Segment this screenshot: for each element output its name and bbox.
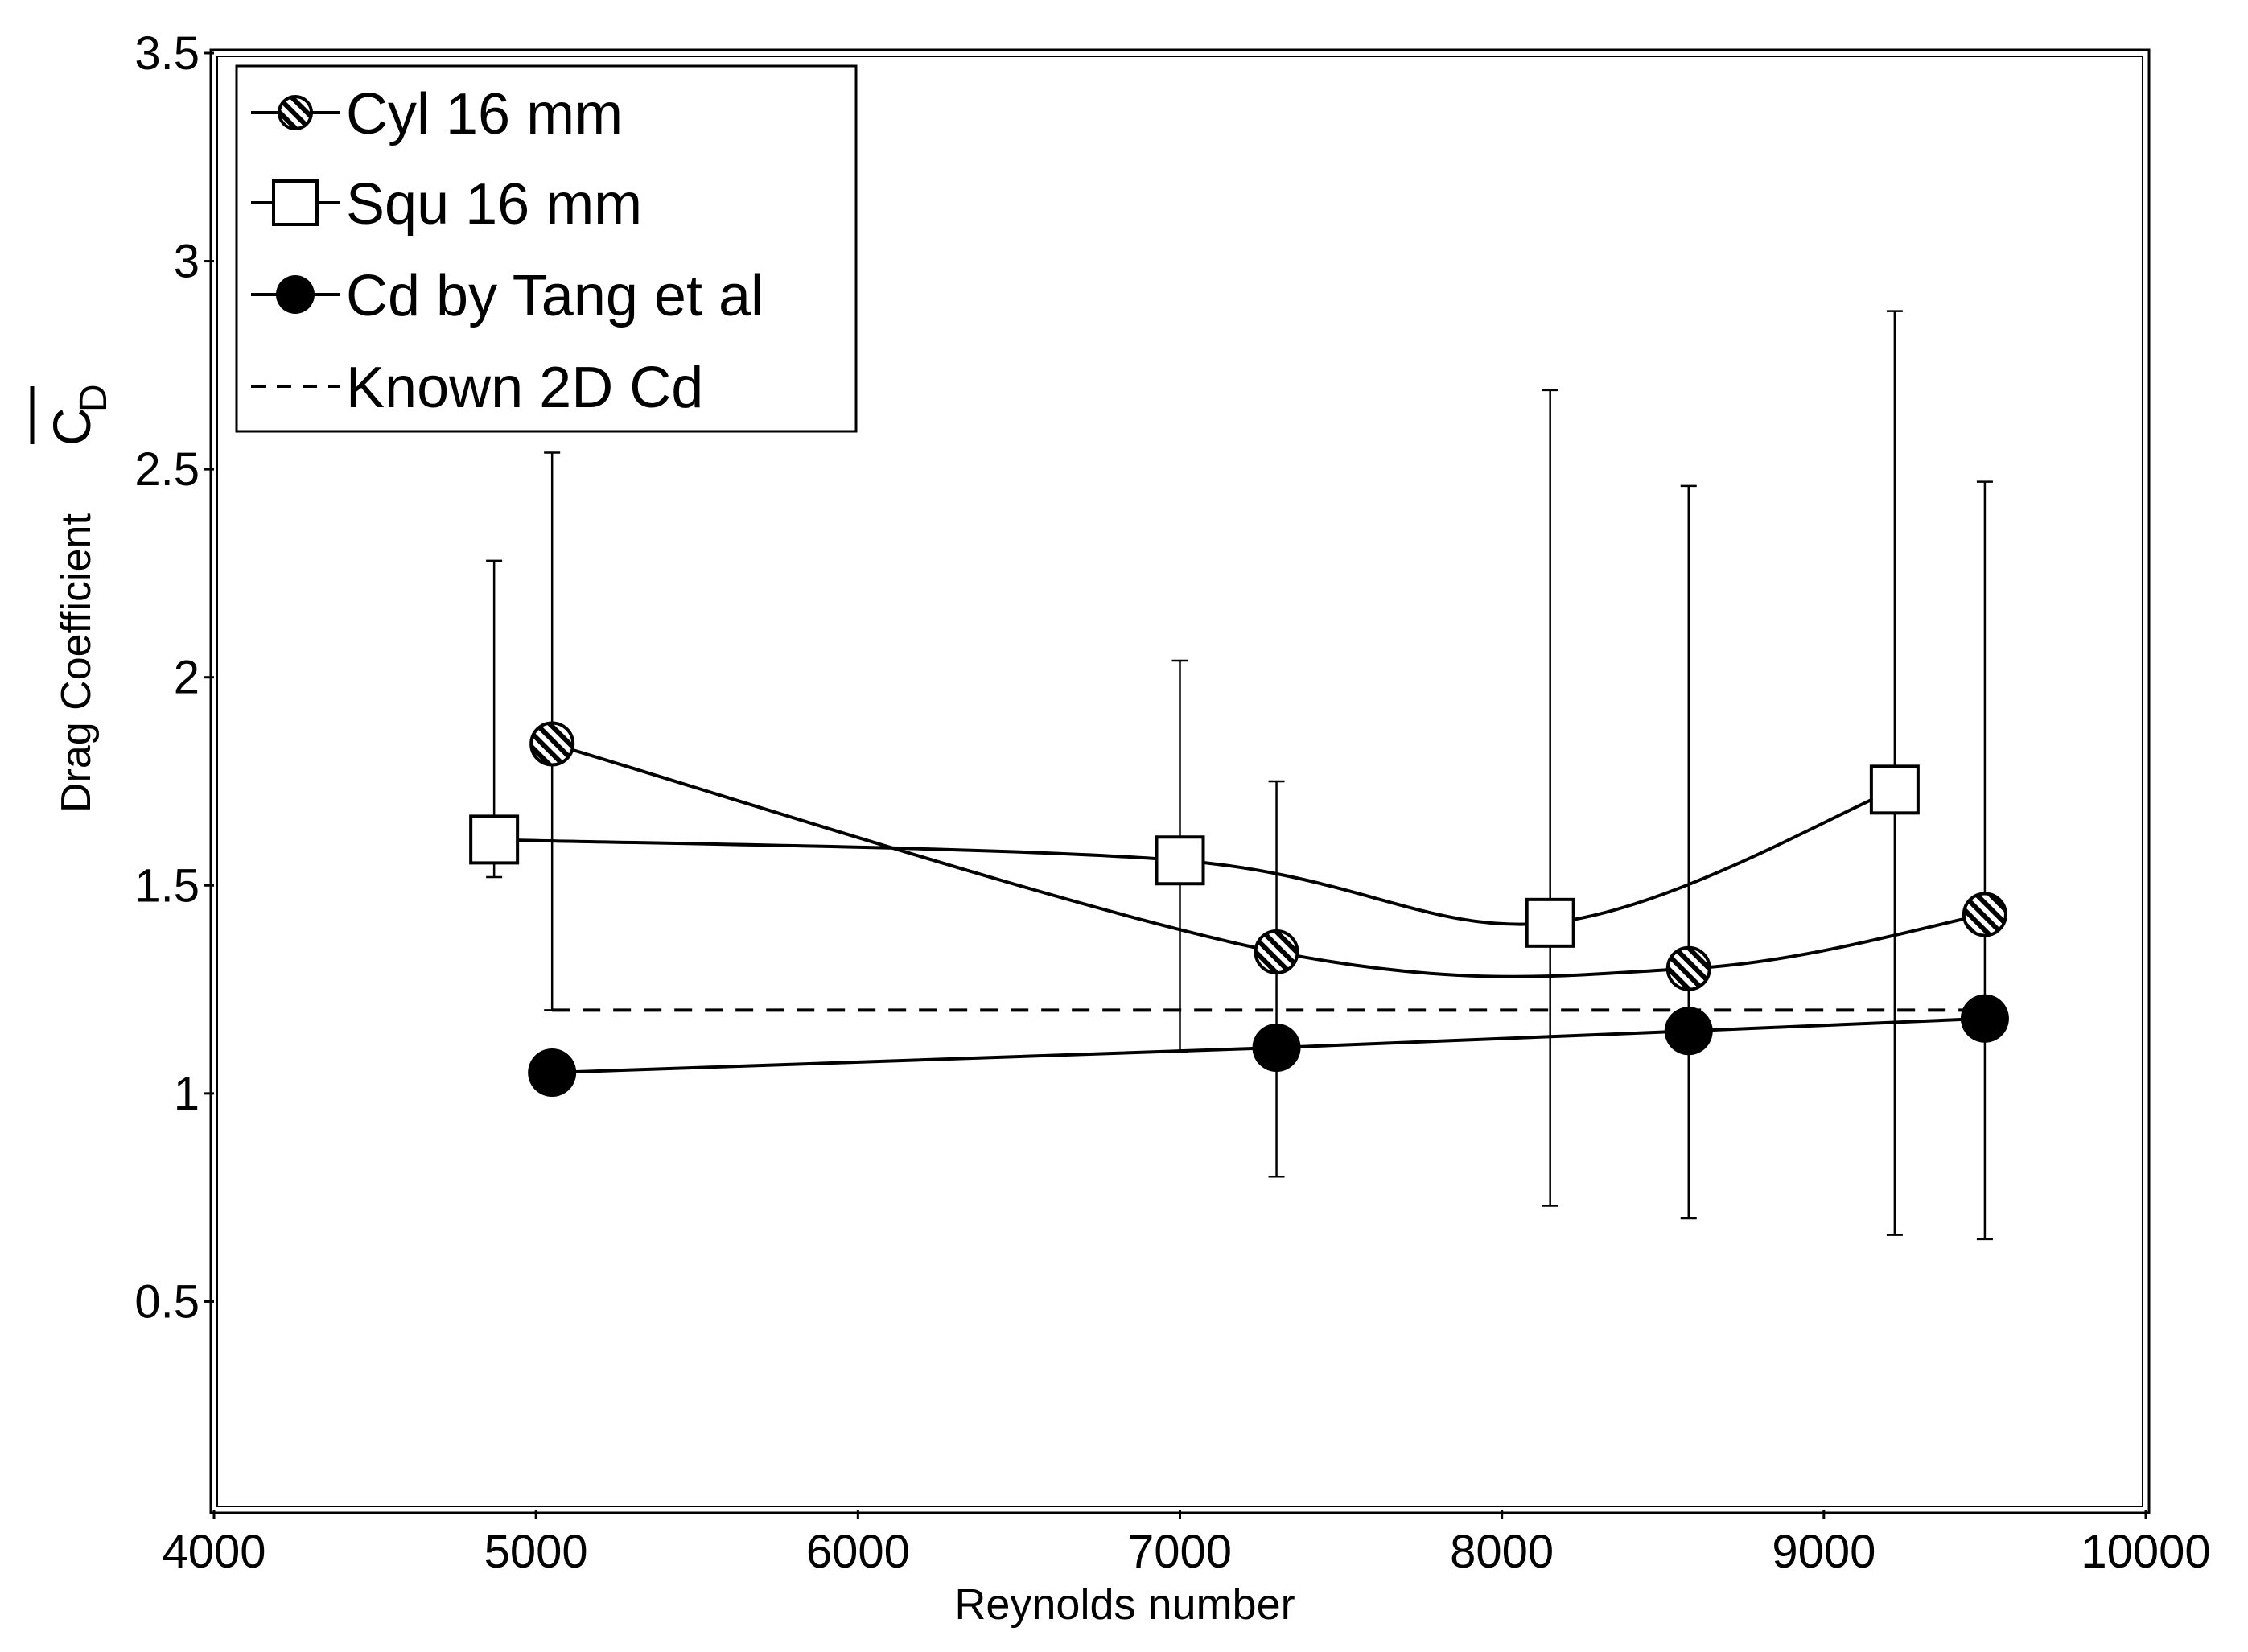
y-tick-label: 2.5: [134, 443, 200, 496]
x-tick-label: 9000: [1772, 1526, 1875, 1578]
error-bars: [486, 310, 1993, 1241]
y-tick-label: 1.5: [134, 859, 200, 912]
y-tick-label: 0.5: [134, 1275, 200, 1328]
y-axis-symbol: C: [42, 407, 101, 446]
x-tick-label: 7000: [1128, 1526, 1232, 1578]
data-markers: [469, 721, 2009, 1097]
legend-marker-cyl: [278, 95, 313, 130]
legend-item-known: Known 2D Cd: [251, 356, 703, 420]
legend-label-squ: Squ 16 mm: [346, 172, 642, 237]
series-line: [494, 788, 1896, 926]
tang-point: [528, 1048, 577, 1097]
squ-point: [1155, 835, 1205, 886]
series-line: [551, 742, 1986, 978]
axis-ticks: 4000 5000 6000 7000 8000 9000 10000 0.5 1 1.5 2 2.5…: [134, 27, 2210, 1578]
squ-point: [1525, 897, 1575, 948]
legend-marker-tang: [276, 275, 315, 314]
cyl-point: [1962, 892, 2007, 937]
y-tick-label: 1: [174, 1068, 200, 1120]
series-line: [552, 1016, 1986, 1074]
legend-item-squ: Squ 16 mm: [251, 172, 642, 237]
x-tick-label: 8000: [1450, 1526, 1554, 1578]
x-tick-label: 4000: [162, 1526, 266, 1578]
y-axis-subscript: D: [72, 384, 115, 412]
x-axis-title: Reynolds number: [954, 1580, 1295, 1629]
y-tick-label: 3: [174, 236, 200, 288]
y-tick-label: 2: [174, 652, 200, 704]
tang-point: [1960, 994, 2009, 1043]
legend: Cyl 16 mm Squ 16 mm Cd by Tang et al Kno…: [235, 64, 858, 433]
y-axis-title-group: Drag Coefficient C D: [30, 384, 115, 813]
cyl-point: [1665, 945, 1711, 991]
squ-point: [1869, 764, 1920, 815]
x-tick-label: 5000: [484, 1526, 588, 1578]
legend-label-tang: Cd by Tang et al: [346, 264, 764, 328]
cyl-point: [529, 721, 575, 767]
y-axis-title: Drag Coefficient: [53, 513, 100, 813]
squ-point: [469, 814, 520, 865]
legend-item-tang: Cd by Tang et al: [251, 264, 764, 328]
x-tick-label: 10000: [2081, 1526, 2210, 1578]
legend-marker-squ: [272, 179, 319, 226]
x-tick-label: 6000: [806, 1526, 910, 1578]
legend-label-cyl: Cyl 16 mm: [346, 82, 623, 146]
tang-point: [1252, 1023, 1301, 1072]
y-tick-label: 3.5: [134, 27, 200, 80]
plot-frame-inner: [216, 56, 2143, 1507]
legend-box: [235, 64, 858, 433]
legend-item-cyl: Cyl 16 mm: [251, 82, 623, 146]
tang-point: [1664, 1007, 1713, 1056]
series-lines: [494, 742, 1986, 1074]
legend-label-known: Known 2D Cd: [346, 356, 703, 420]
cyl-point: [1254, 929, 1299, 975]
